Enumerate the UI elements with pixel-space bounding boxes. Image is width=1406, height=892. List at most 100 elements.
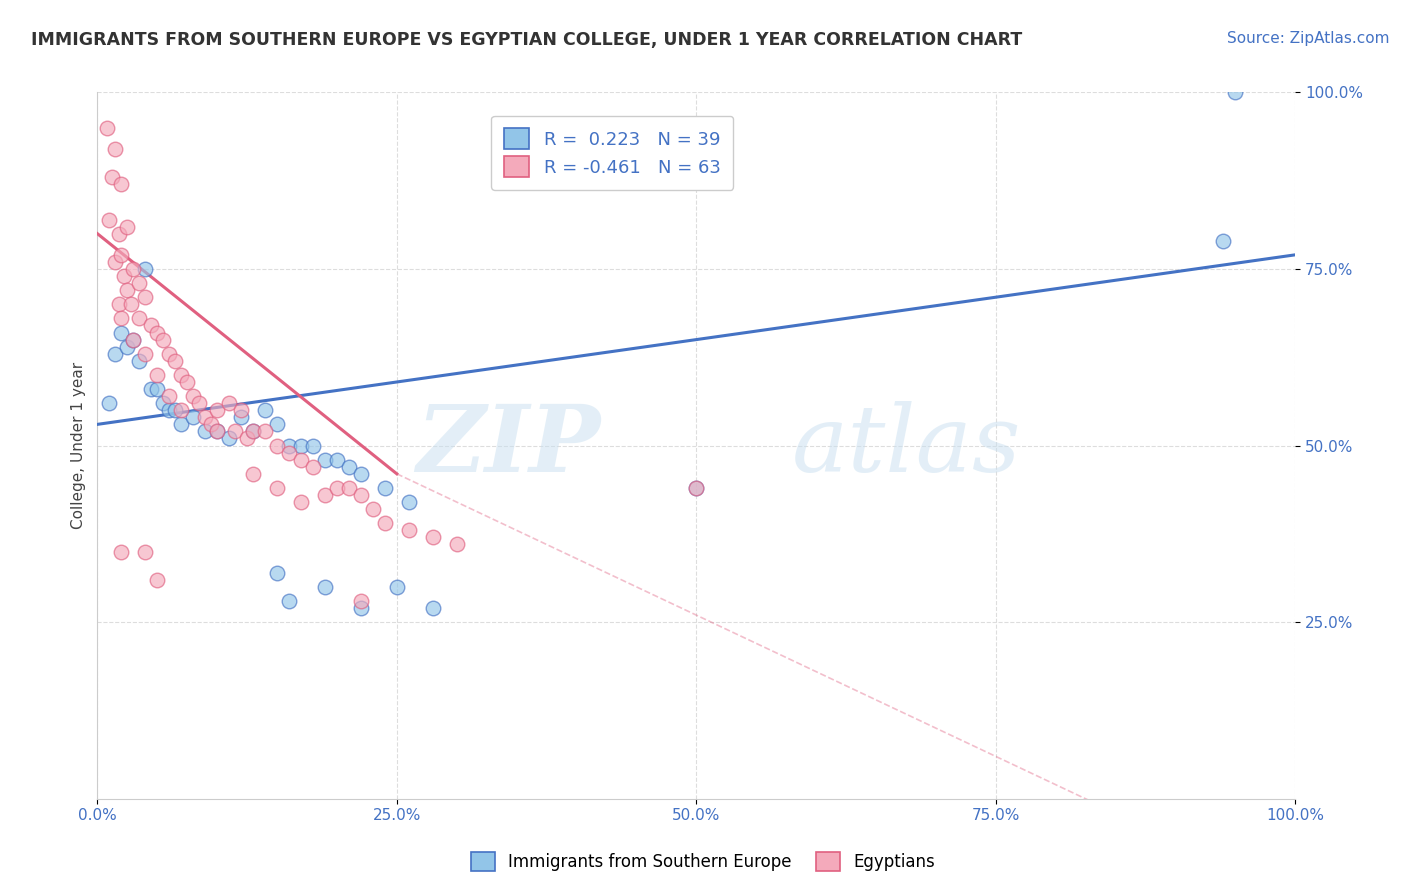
Point	[224, 425, 246, 439]
Point	[385, 580, 408, 594]
Point	[290, 495, 312, 509]
Point	[146, 382, 169, 396]
Point	[122, 262, 145, 277]
Point	[266, 481, 288, 495]
Point	[141, 318, 163, 333]
Point	[266, 439, 288, 453]
Point	[128, 276, 150, 290]
Point	[117, 219, 139, 234]
Legend: Immigrants from Southern Europe, Egyptians: Immigrants from Southern Europe, Egyptia…	[463, 843, 943, 880]
Point	[134, 544, 156, 558]
Point	[1225, 86, 1247, 100]
Point	[146, 368, 169, 382]
Point	[157, 403, 180, 417]
Text: IMMIGRANTS FROM SOUTHERN EUROPE VS EGYPTIAN COLLEGE, UNDER 1 YEAR CORRELATION CH: IMMIGRANTS FROM SOUTHERN EUROPE VS EGYPT…	[31, 31, 1022, 49]
Point	[398, 495, 420, 509]
Point	[254, 425, 277, 439]
Point	[266, 566, 288, 580]
Point	[194, 425, 217, 439]
Point	[685, 481, 707, 495]
Point	[110, 248, 132, 262]
Point	[108, 297, 131, 311]
Point	[104, 142, 127, 156]
Point	[152, 333, 174, 347]
Text: ZIP: ZIP	[416, 401, 600, 491]
Point	[170, 368, 193, 382]
Point	[120, 297, 142, 311]
Point	[326, 481, 349, 495]
Point	[146, 326, 169, 340]
Point	[141, 382, 163, 396]
Point	[446, 537, 468, 551]
Point	[170, 417, 193, 432]
Point	[108, 227, 131, 241]
Point	[374, 516, 396, 531]
Y-axis label: College, Under 1 year: College, Under 1 year	[72, 362, 86, 529]
Point	[326, 452, 349, 467]
Point	[194, 410, 217, 425]
Point	[254, 403, 277, 417]
Point	[266, 417, 288, 432]
Point	[98, 396, 121, 410]
Point	[422, 530, 444, 544]
Point	[422, 601, 444, 615]
Point	[205, 425, 228, 439]
Point	[350, 594, 373, 608]
Point	[96, 120, 118, 135]
Point	[278, 594, 301, 608]
Point	[278, 439, 301, 453]
Point	[290, 439, 312, 453]
Point	[128, 311, 150, 326]
Point	[98, 212, 121, 227]
Point	[218, 396, 240, 410]
Point	[314, 452, 336, 467]
Point	[242, 425, 264, 439]
Point	[100, 170, 122, 185]
Point	[229, 403, 252, 417]
Point	[122, 333, 145, 347]
Point	[157, 389, 180, 403]
Point	[112, 268, 135, 283]
Point	[165, 403, 187, 417]
Point	[337, 481, 360, 495]
Point	[157, 347, 180, 361]
Text: Source: ZipAtlas.com: Source: ZipAtlas.com	[1226, 31, 1389, 46]
Point	[104, 255, 127, 269]
Point	[361, 502, 384, 516]
Point	[242, 467, 264, 481]
Point	[170, 403, 193, 417]
Point	[278, 445, 301, 459]
Point	[337, 459, 360, 474]
Point	[110, 311, 132, 326]
Point	[374, 481, 396, 495]
Point	[398, 524, 420, 538]
Point	[104, 347, 127, 361]
Point	[314, 580, 336, 594]
Point	[302, 459, 325, 474]
Point	[165, 353, 187, 368]
Point	[685, 481, 707, 495]
Point	[110, 544, 132, 558]
Point	[242, 425, 264, 439]
Point	[134, 347, 156, 361]
Point	[134, 290, 156, 304]
Point	[181, 389, 204, 403]
Point	[229, 410, 252, 425]
Point	[236, 432, 259, 446]
Point	[205, 403, 228, 417]
Point	[200, 417, 222, 432]
Point	[134, 262, 156, 277]
Point	[350, 488, 373, 502]
Text: atlas: atlas	[792, 401, 1022, 491]
Point	[122, 333, 145, 347]
Point	[117, 283, 139, 297]
Point	[1212, 234, 1234, 248]
Point	[146, 573, 169, 587]
Point	[176, 375, 198, 389]
Point	[314, 488, 336, 502]
Point	[302, 439, 325, 453]
Point	[188, 396, 211, 410]
Point	[110, 177, 132, 191]
Point	[110, 326, 132, 340]
Legend: R =  0.223   N = 39, R = -0.461   N = 63: R = 0.223 N = 39, R = -0.461 N = 63	[492, 116, 734, 190]
